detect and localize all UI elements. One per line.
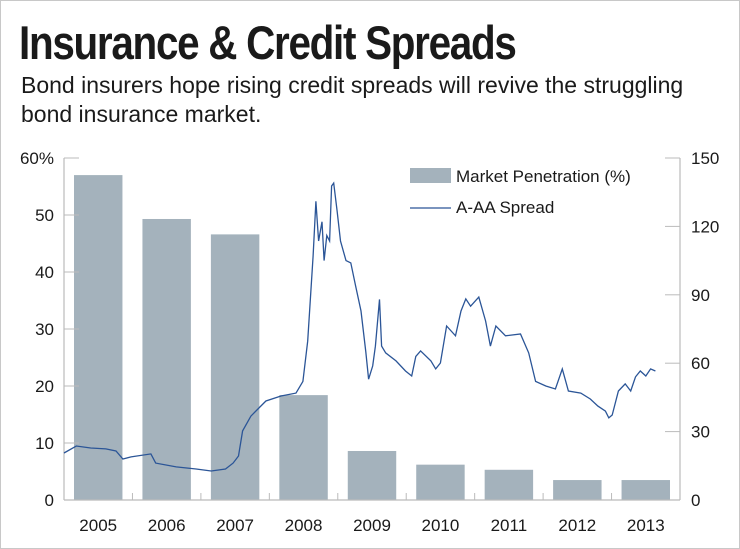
bar-2011 [484, 469, 534, 500]
legend-label-market-penetration: Market Penetration (%) [456, 167, 631, 186]
bar-2008 [279, 395, 328, 500]
left-tick-label: 30 [35, 320, 54, 339]
bar-2013 [621, 480, 670, 500]
left-tick-label: 10 [35, 434, 54, 453]
right-tick-label: 120 [691, 217, 719, 236]
right-tick-label: 90 [691, 286, 710, 305]
x-tick-label: 2010 [422, 516, 460, 535]
bar-2012 [553, 480, 602, 500]
left-tick-label: 20 [35, 377, 54, 396]
x-tick-label: 2012 [558, 516, 596, 535]
right-tick-label: 150 [691, 149, 719, 168]
right-tick-label: 60 [691, 354, 710, 373]
x-tick-label: 2009 [353, 516, 391, 535]
left-tick-label: 60% [20, 149, 54, 168]
x-tick-label: 2013 [627, 516, 665, 535]
legend-label-a-aa-spread: A-AA Spread [456, 198, 554, 217]
series-line-a-aa-spread [63, 181, 656, 472]
bar-2007 [210, 234, 260, 500]
bar-2009 [347, 450, 397, 500]
left-tick-label: 40 [35, 263, 54, 282]
right-tick-label: 0 [691, 491, 700, 510]
bar-2006 [142, 218, 191, 501]
legend: Market Penetration (%) A-AA Spread [410, 167, 631, 217]
chart-title: Insurance & Credit Spreads [19, 16, 517, 69]
x-tick-label: 2007 [216, 516, 254, 535]
right-tick-label: 30 [691, 423, 710, 442]
left-tick-label: 0 [45, 491, 54, 510]
x-tick-label: 2008 [285, 516, 323, 535]
bar-2005 [74, 175, 123, 500]
x-tick-label: 2006 [148, 516, 186, 535]
x-tick-label: 2005 [79, 516, 117, 535]
chart-subtitle: Bond insurers hope rising credit spreads… [21, 72, 684, 127]
left-tick-label: 50 [35, 206, 54, 225]
x-tick-label: 2011 [491, 516, 528, 535]
legend-swatch-market-penetration [410, 168, 451, 183]
bar-2010 [416, 464, 465, 500]
